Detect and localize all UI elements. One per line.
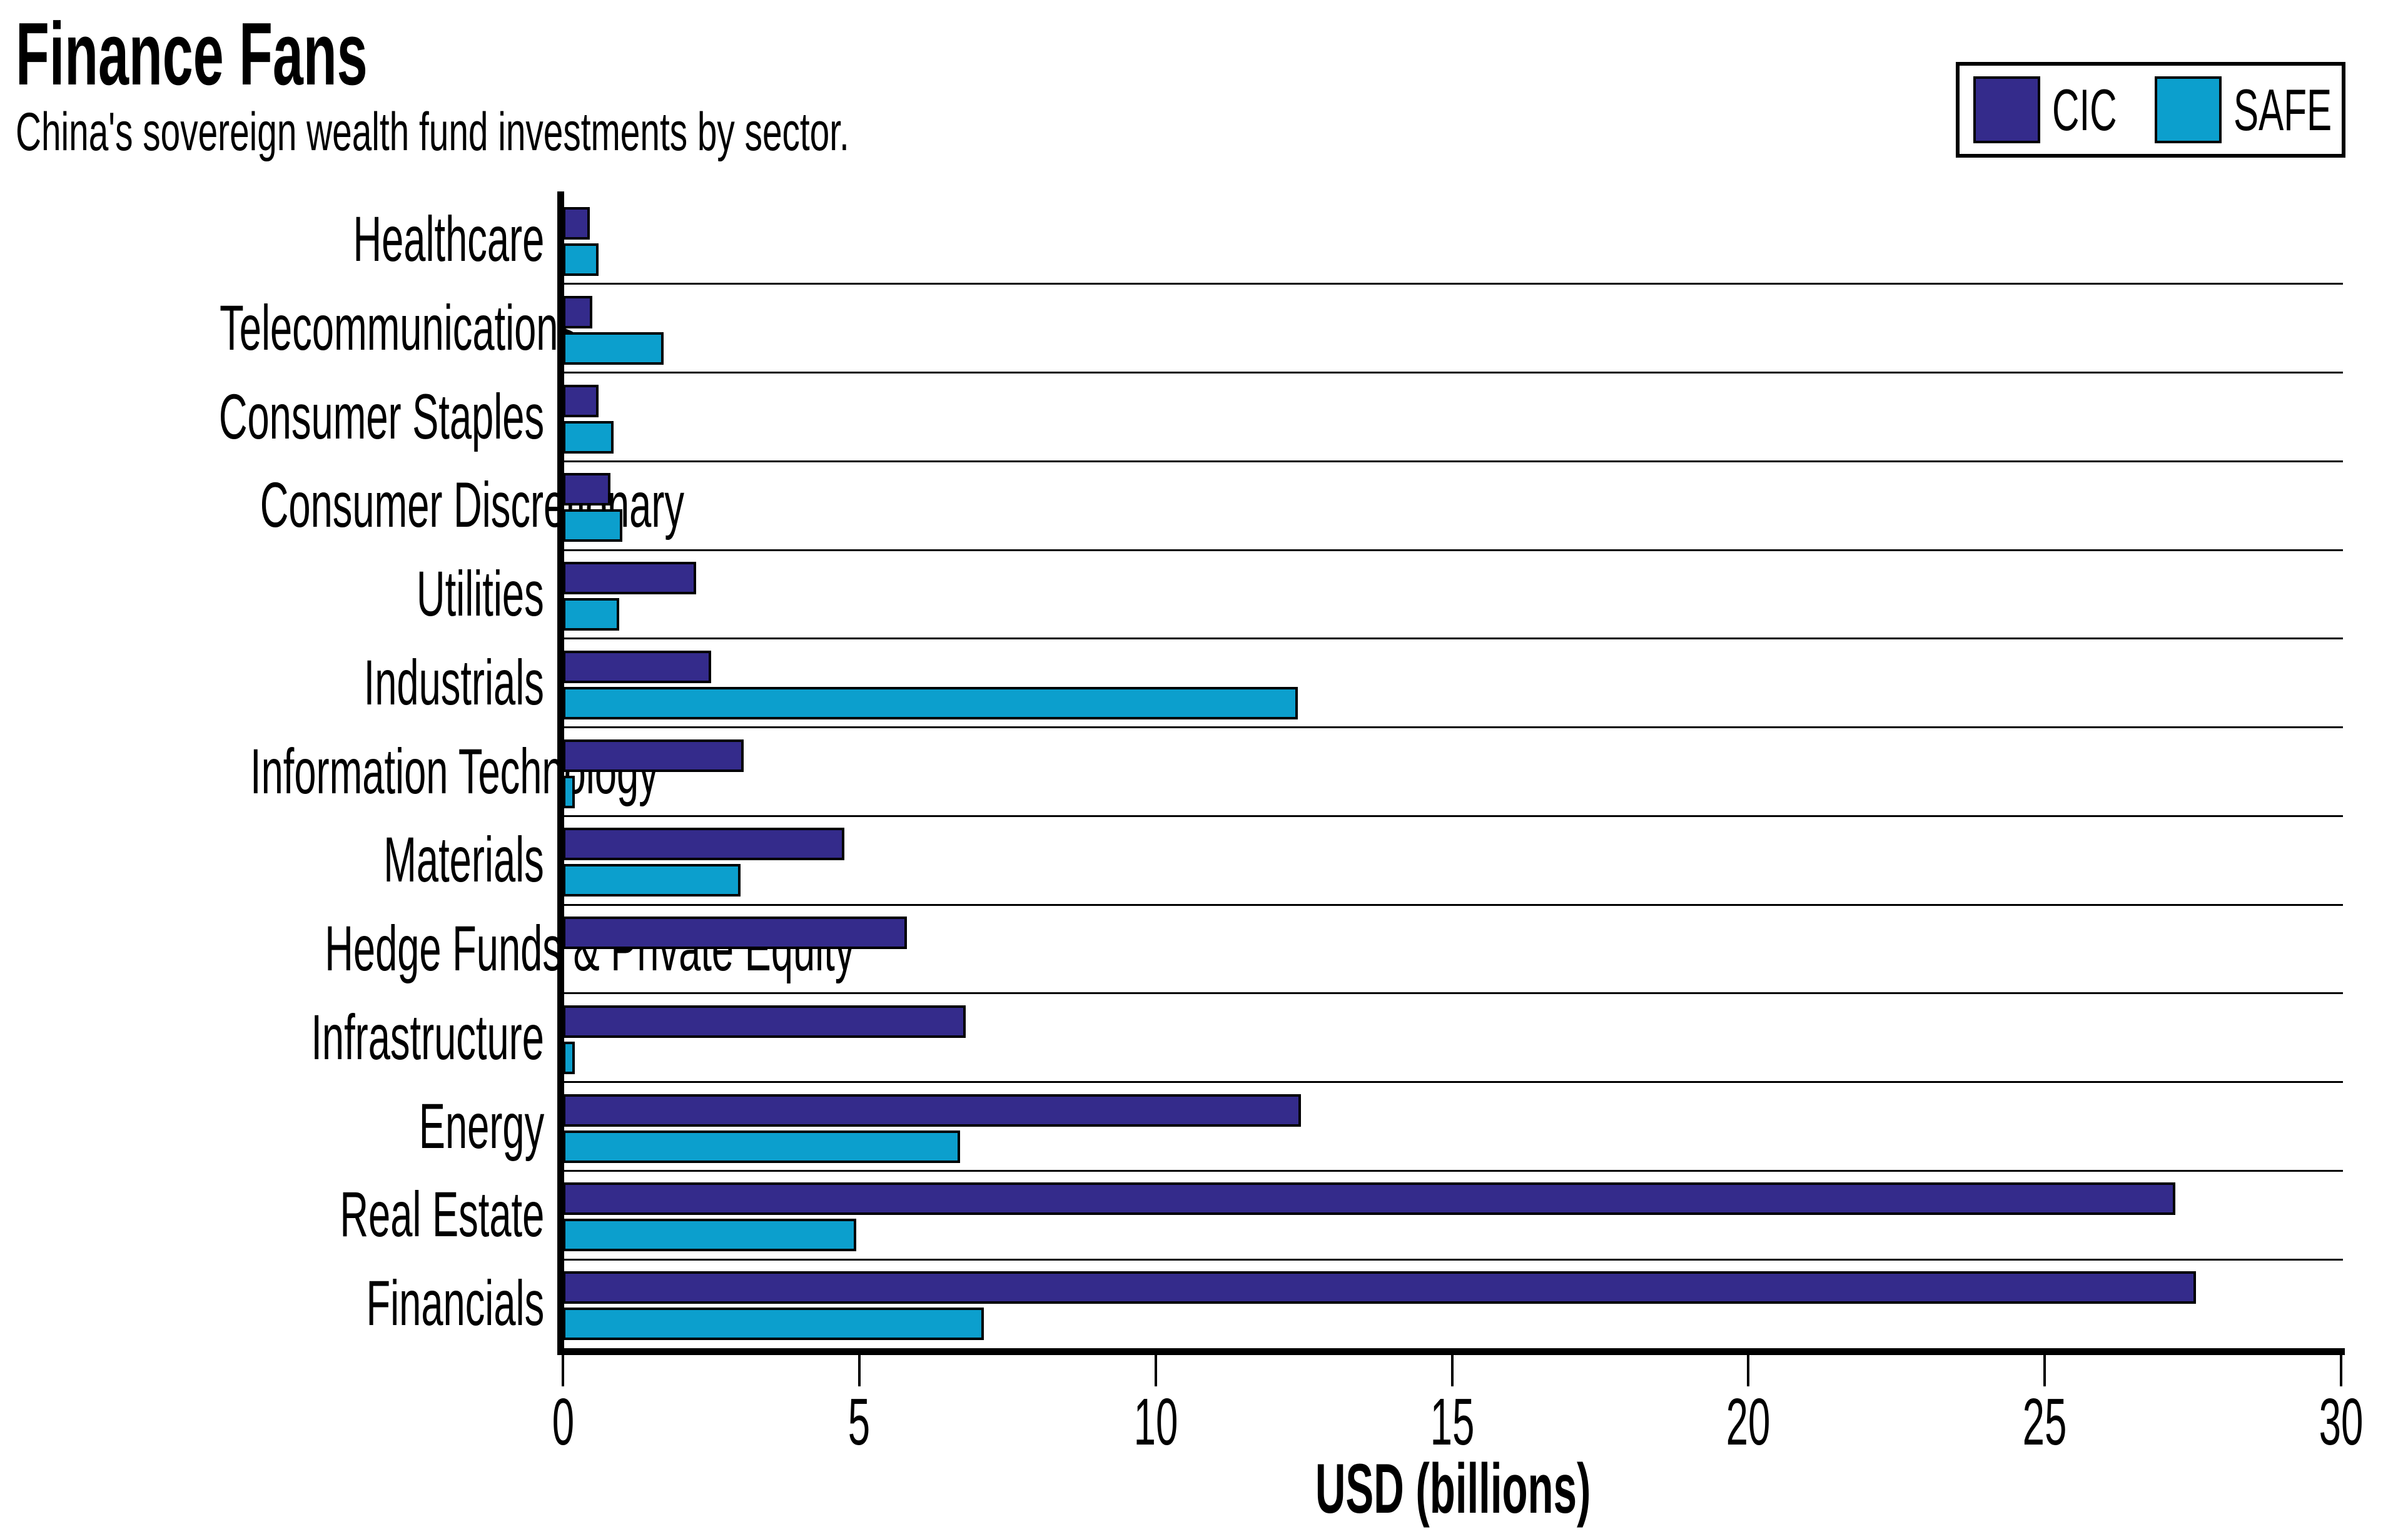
gridline	[563, 1169, 2343, 1172]
category-label-real-estate: Real Estate	[0, 1171, 544, 1259]
legend-label-cic: CIC	[2052, 77, 2117, 143]
gridline	[563, 1258, 2343, 1261]
gridline	[563, 372, 2343, 374]
category-label-healthcare: Healthcare	[0, 195, 544, 284]
x-axis-label-text: USD (billions)	[1315, 1450, 1591, 1528]
x-tick-label-15: 15	[1358, 1389, 1546, 1455]
x-tick-15	[1450, 1355, 1454, 1386]
bar-cic-real-estate	[563, 1182, 2175, 1216]
category-label-energy: Energy	[0, 1082, 544, 1171]
chart-title-text: Finance Fans	[16, 4, 368, 104]
bar-safe-telecommunications	[563, 332, 664, 365]
category-label-text: Real Estate	[340, 1179, 544, 1251]
category-label-text: Utilities	[417, 558, 544, 630]
legend-label-safe: SAFE	[2233, 77, 2332, 143]
y-axis-spine	[557, 191, 564, 1355]
x-tick-label-25: 25	[1951, 1389, 2138, 1455]
bar-cic-materials	[563, 828, 845, 861]
category-label-financials: Financials	[0, 1259, 544, 1348]
x-tick-label-30: 30	[2247, 1389, 2408, 1455]
x-tick-label-text: 0	[552, 1385, 574, 1459]
bar-safe-information-technology	[563, 775, 575, 808]
bar-safe-utilities	[563, 598, 620, 631]
x-axis-label: USD (billions)	[984, 1454, 1922, 1524]
chart-subtitle: China's sovereign wealth fund investment…	[16, 105, 1278, 159]
bar-safe-consumer-staples	[563, 420, 614, 454]
x-tick-label-5: 5	[766, 1389, 953, 1455]
gridline	[563, 283, 2343, 285]
gridline	[563, 549, 2343, 551]
gridline	[563, 815, 2343, 817]
category-label-utilities: Utilities	[0, 550, 544, 639]
bar-safe-consumer-discretionary	[563, 509, 622, 542]
category-label-consumer-discretionary: Consumer Discretionary	[0, 461, 684, 550]
category-label-text: Energy	[418, 1090, 544, 1162]
bar-safe-industrials	[563, 686, 1298, 719]
legend-swatch-cic	[1973, 76, 2040, 143]
bar-cic-healthcare	[563, 207, 590, 240]
bar-safe-materials	[563, 864, 741, 897]
category-label-text: Telecommunications	[220, 292, 579, 363]
x-tick-label-text: 20	[1726, 1385, 1771, 1459]
bar-safe-financials	[563, 1308, 984, 1341]
x-axis-spine	[557, 1348, 2345, 1355]
bar-safe-energy	[563, 1130, 960, 1163]
gridline	[563, 637, 2343, 640]
bar-cic-information-technology	[563, 739, 744, 772]
x-tick-label-0: 0	[469, 1389, 657, 1455]
category-label-text: Materials	[383, 824, 544, 896]
x-tick-0	[562, 1355, 564, 1386]
category-label-infrastructure: Infrastructure	[0, 993, 544, 1082]
category-label-text: Healthcare	[353, 203, 544, 275]
bar-cic-industrials	[563, 650, 711, 683]
category-label-consumer-staples: Consumer Staples	[0, 373, 544, 462]
x-tick-label-text: 5	[848, 1385, 871, 1459]
category-label-telecommunications: Telecommunications	[0, 284, 578, 373]
legend: CIC SAFE	[1956, 62, 2345, 158]
bar-cic-consumer-discretionary	[563, 473, 610, 506]
bar-cic-utilities	[563, 562, 697, 595]
chart-subtitle-text: China's sovereign wealth fund investment…	[16, 102, 849, 162]
category-label-text: Infrastructure	[311, 1001, 544, 1073]
gridline	[563, 726, 2343, 729]
gridline	[563, 460, 2343, 462]
x-tick-label-text: 10	[1133, 1385, 1178, 1459]
gridline	[563, 1081, 2343, 1084]
category-label-text: Financials	[366, 1267, 544, 1339]
bar-cic-consumer-staples	[563, 384, 599, 417]
bar-safe-real-estate	[563, 1219, 857, 1252]
x-tick-5	[857, 1355, 861, 1386]
category-label-information-technology: Information Technology	[0, 728, 659, 816]
category-label-hedge-funds-private-equity: Hedge Funds & Private Equity	[0, 905, 854, 993]
bar-safe-healthcare	[563, 243, 599, 276]
category-label-text: Consumer Staples	[218, 380, 544, 452]
gridline	[563, 903, 2343, 906]
bar-cic-telecommunications	[563, 295, 593, 328]
bar-safe-infrastructure	[563, 1041, 575, 1074]
chart-title: Finance Fans	[16, 8, 583, 101]
gridline	[563, 992, 2343, 995]
legend-swatch-safe	[2155, 76, 2222, 143]
x-tick-label-text: 30	[2319, 1385, 2364, 1459]
x-tick-label-text: 15	[1430, 1385, 1474, 1459]
category-label-text: Industrials	[363, 646, 544, 718]
x-tick-30	[2340, 1355, 2342, 1386]
x-tick-label-20: 20	[1654, 1389, 1842, 1455]
x-tick-label-text: 25	[2022, 1385, 2067, 1459]
bar-cic-financials	[563, 1271, 2196, 1304]
x-tick-10	[1154, 1355, 1157, 1386]
plot-area	[563, 195, 2343, 1348]
x-tick-20	[1747, 1355, 1750, 1386]
bar-cic-hedge-funds-private-equity	[563, 917, 907, 950]
bar-cic-energy	[563, 1094, 1301, 1127]
x-tick-label-10: 10	[1062, 1389, 1250, 1455]
category-label-materials: Materials	[0, 816, 544, 905]
bar-cic-infrastructure	[563, 1005, 966, 1038]
x-tick-25	[2043, 1355, 2046, 1386]
category-label-industrials: Industrials	[0, 639, 544, 728]
